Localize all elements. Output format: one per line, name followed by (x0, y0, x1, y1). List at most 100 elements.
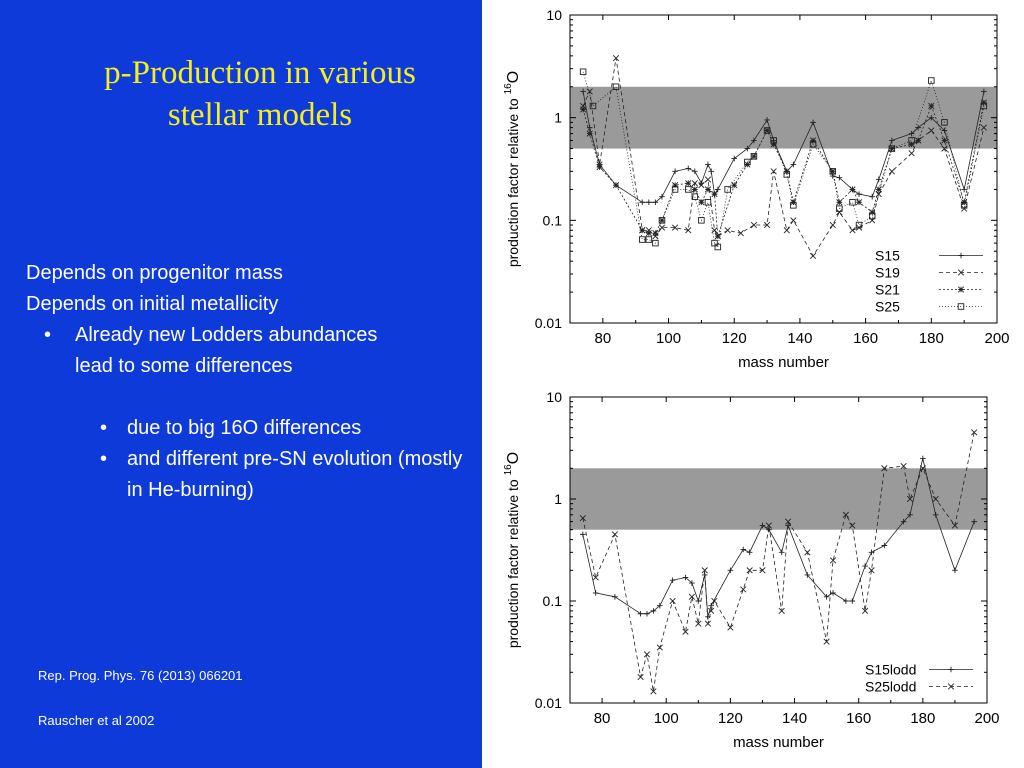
y-axis-label-iso: O (505, 71, 522, 83)
data-point (941, 119, 948, 126)
series-line (582, 432, 975, 692)
data-point (658, 217, 666, 224)
data-point (727, 624, 734, 631)
data-point (579, 514, 586, 522)
data-point (685, 227, 692, 234)
data-point (809, 252, 817, 260)
data-point (849, 522, 856, 529)
data-point (685, 165, 692, 172)
data-point (740, 586, 747, 593)
data-point (900, 518, 907, 525)
x-tick-label: 180 (910, 710, 935, 727)
data-point (928, 102, 935, 110)
data-point (809, 137, 817, 144)
subbullet-presn: and different pre-SN evolution (mostly i… (127, 448, 463, 501)
data-point (770, 168, 777, 175)
data-point (708, 602, 714, 609)
reference-rauscher: Rauscher et al 2002 (38, 713, 155, 728)
data-point (908, 150, 915, 157)
data-point (778, 607, 785, 615)
data-point (637, 673, 644, 681)
data-point (809, 141, 817, 148)
data-point (708, 168, 715, 175)
data-point (714, 233, 721, 240)
reference-rpp: Rep. Prog. Phys. 76 (2013) 066201 (38, 668, 243, 683)
data-point (830, 590, 836, 596)
data-point (906, 495, 914, 503)
data-point (731, 182, 738, 189)
legend-marker (957, 269, 965, 276)
data-point (842, 511, 849, 518)
x-tick-label: 200 (974, 710, 999, 727)
x-tick-label: 80 (595, 330, 612, 347)
bullet-marker: • (44, 324, 52, 346)
data-point (580, 531, 586, 538)
data-point (804, 572, 811, 578)
series-S25lodd (579, 429, 978, 695)
data-point (875, 186, 882, 193)
data-point (586, 124, 593, 131)
data-point (682, 628, 689, 635)
data-point (711, 239, 718, 247)
data-point (941, 145, 948, 152)
legend-marker (948, 666, 954, 673)
data-point (592, 574, 599, 581)
x-tick-label: 160 (846, 710, 871, 727)
data-point (763, 221, 771, 229)
data-point (932, 495, 939, 503)
subbullet-16o: due to big 16O differences (127, 417, 362, 439)
data-point (750, 153, 758, 160)
data-point (711, 227, 718, 234)
data-point (724, 227, 731, 234)
subbullet-marker: • (100, 448, 108, 470)
data-point (740, 546, 747, 553)
data-point (888, 168, 896, 175)
data-point (823, 638, 830, 645)
legend-label: S25lodd (865, 679, 916, 695)
data-point (689, 580, 695, 586)
data-point (785, 518, 792, 525)
x-tick-label: 180 (919, 330, 944, 347)
data-point (650, 688, 657, 695)
data-point (650, 608, 657, 614)
data-point (592, 590, 599, 596)
data-point (705, 161, 711, 168)
x-tick-label: 80 (594, 710, 611, 727)
data-point (639, 227, 646, 234)
data-point (637, 610, 644, 617)
x-tick-label: 140 (787, 330, 812, 347)
data-point (750, 221, 758, 229)
shaded-band (570, 468, 987, 530)
data-point (952, 567, 958, 574)
data-point (849, 186, 856, 193)
data-point (919, 465, 926, 472)
data-point (701, 567, 708, 574)
data-point (915, 137, 922, 144)
y-axis-label-mass: 16 (503, 83, 514, 95)
y-axis-label-iso: O (505, 452, 522, 464)
x-axis-label: mass number (733, 734, 824, 751)
production-factor-chart-top: 80 100 120 140 160 180 200 0.01 0.1 1 10 mass numbe… (503, 7, 1010, 371)
data-point (869, 193, 875, 200)
data-point (928, 127, 935, 134)
data-point (611, 531, 619, 538)
data-point (869, 217, 876, 224)
data-point (849, 598, 856, 604)
data-point (829, 557, 837, 564)
data-point (682, 574, 689, 581)
data-point (612, 182, 620, 189)
data-point (764, 117, 770, 123)
data-point (645, 236, 653, 243)
data-point (920, 455, 926, 462)
data-point (746, 549, 753, 556)
data-point (829, 168, 837, 175)
y-tick-label: 10 (546, 389, 562, 405)
legend-label: S25 (875, 299, 900, 315)
data-point (704, 199, 712, 206)
data-point (711, 191, 718, 198)
data-point (881, 465, 888, 472)
y-axis-label: production factor relative to 16O (503, 452, 522, 648)
data-point (829, 168, 836, 175)
data-point (737, 230, 744, 237)
data-point (770, 137, 777, 144)
